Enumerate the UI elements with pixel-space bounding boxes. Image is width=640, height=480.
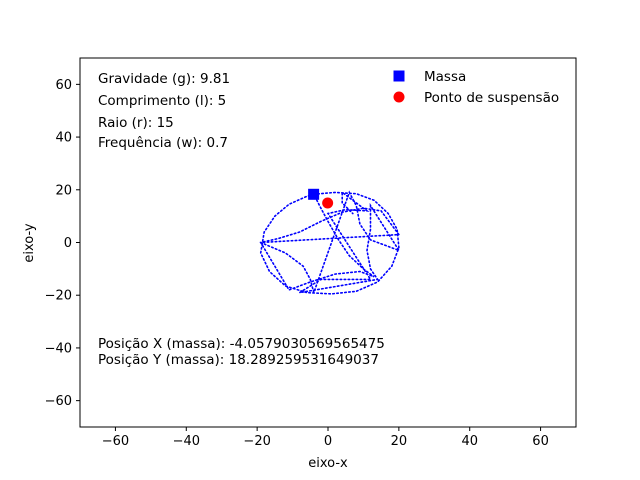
x-tick-label: 60 [532,434,549,449]
trajectory-line [259,190,401,296]
position-y-readout: Posição Y (massa): 18.289259531649037 [98,352,379,368]
y-tick-label: 40 [55,131,72,146]
y-tick-label: −40 [45,341,72,356]
x-tick-label: −20 [243,434,270,449]
info-length: Comprimento (l): 5 [98,93,226,109]
x-tick-label: −40 [173,434,200,449]
legend-marker-massa [393,70,405,82]
y-tick-label: 0 [64,236,72,251]
legend-marker-suspensao [393,91,405,103]
y-tick-label: 60 [55,78,72,93]
info-gravity: Gravidade (g): 9.81 [98,71,230,87]
x-tick-label: 40 [461,434,478,449]
legend-label-massa: Massa [424,69,466,85]
x-axis-label: eixo-x [308,456,348,471]
x-tick-label: 20 [391,434,408,449]
markers [308,188,334,209]
y-tick-label: −20 [45,289,72,304]
legend: Massa Ponto de suspensão [393,69,559,106]
mass-marker [308,188,320,200]
legend-label-suspensao: Ponto de suspensão [424,90,559,106]
y-tick-label: −60 [45,394,72,409]
x-tick-label: −60 [102,434,129,449]
position-x-readout: Posição X (massa): -4.0579030569565475 [98,336,385,352]
info-frequency: Frequência (w): 0.7 [98,135,228,151]
trajectory-path [259,190,401,296]
x-axis-ticks: −60 −40 −20 0 20 40 60 [102,427,549,449]
y-tick-label: 20 [55,183,72,198]
x-tick-label: 0 [324,434,332,449]
y-axis-ticks: −60 −40 −20 0 20 40 60 [45,78,80,409]
y-axis-label: eixo-y [22,223,37,263]
info-radius: Raio (r): 15 [98,115,174,131]
suspension-point-marker [322,197,334,209]
